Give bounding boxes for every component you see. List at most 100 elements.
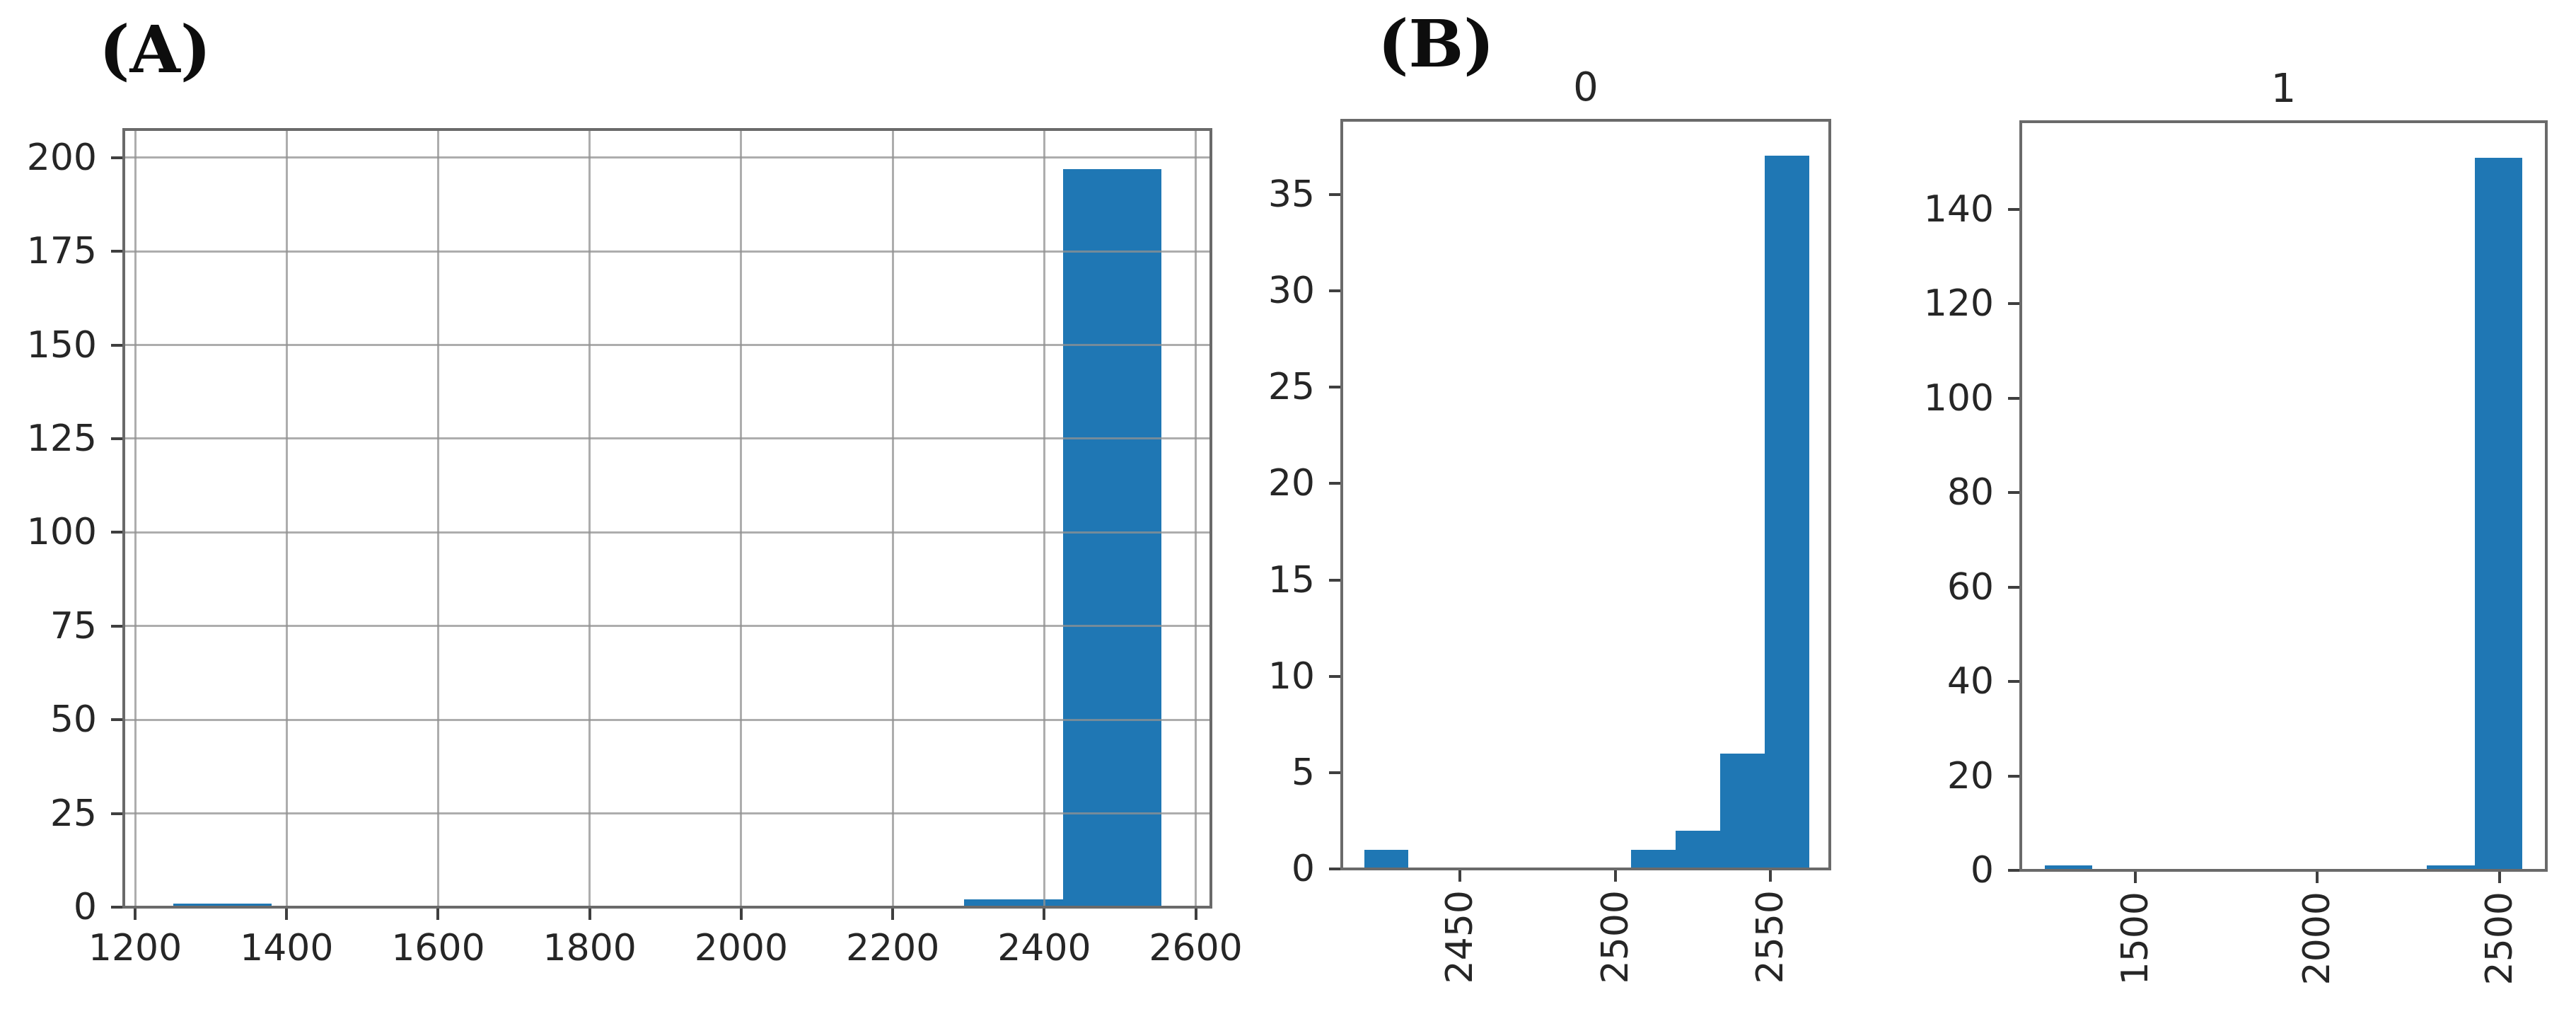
y-axis-tick-label-A: 0 — [73, 886, 97, 928]
gridline-y-A — [124, 718, 1211, 721]
histogram-bar-B0 — [1631, 849, 1676, 869]
gridline-x-A — [436, 129, 439, 907]
y-axis-tick-A — [111, 156, 122, 159]
histogram-bar-B1 — [2474, 157, 2523, 870]
y-axis-tick-label-A: 75 — [50, 604, 97, 647]
panel-a-label: (A) — [99, 11, 211, 88]
panel-title-B1: 1 — [2270, 66, 2297, 112]
x-axis-tick-label-A: 1400 — [240, 927, 334, 969]
x-axis-tick-A — [1043, 909, 1046, 920]
y-axis-tick-label-A: 175 — [26, 230, 97, 273]
gridline-x-A — [285, 129, 288, 907]
x-axis-tick-B0 — [1769, 870, 1773, 882]
y-axis-tick-A — [111, 531, 122, 534]
y-axis-tick-label-A: 200 — [26, 136, 97, 179]
y-axis-tick-B1 — [2008, 208, 2019, 212]
x-axis-tick-label-A: 2000 — [694, 927, 789, 969]
x-axis-tick-B1 — [2498, 872, 2502, 883]
y-axis-tick-label-B0: 20 — [1267, 462, 1315, 505]
panel-b-label: (B) — [1378, 6, 1495, 82]
y-axis-tick-B1 — [2008, 680, 2019, 684]
y-axis-tick-label-A: 100 — [26, 511, 97, 554]
histogram-bar-B1 — [2427, 865, 2475, 870]
y-axis-tick-label-B0: 10 — [1267, 655, 1315, 698]
gridline-y-A — [124, 437, 1211, 440]
x-axis-tick-A — [134, 909, 137, 920]
y-axis-tick-label-B1: 120 — [1923, 282, 1994, 325]
histogram-bar-B0 — [1719, 753, 1765, 869]
x-axis-tick-label-A: 1800 — [543, 927, 637, 969]
gridline-y-A — [124, 625, 1211, 628]
x-axis-tick-label-B1: 2000 — [2296, 892, 2339, 986]
y-axis-tick-A — [111, 812, 122, 815]
gridline-x-A — [1195, 129, 1197, 907]
histogram-bar-B1 — [2044, 865, 2093, 870]
y-axis-tick-B0 — [1329, 386, 1340, 389]
x-axis-tick-label-B0: 2500 — [1594, 890, 1637, 984]
x-axis-tick-label-B0: 2450 — [1439, 890, 1481, 984]
gridline-x-A — [891, 129, 894, 907]
x-axis-tick-B0 — [1613, 870, 1617, 882]
x-axis-tick-label-A: 2200 — [845, 927, 940, 969]
histogram-bar-B0 — [1364, 849, 1409, 869]
histogram-bar-A — [173, 903, 272, 907]
gridline-y-A — [124, 531, 1211, 534]
y-axis-tick-label-B1: 20 — [1946, 754, 1994, 797]
y-axis-tick-label-B1: 140 — [1923, 188, 1994, 231]
gridline-x-A — [588, 129, 591, 907]
x-axis-tick-A — [285, 909, 289, 920]
x-axis-tick-label-A: 1600 — [391, 927, 485, 969]
x-axis-tick-A — [588, 909, 591, 920]
y-axis-tick-B1 — [2008, 491, 2019, 495]
y-axis-tick-B0 — [1329, 674, 1340, 678]
gridline-y-A — [124, 812, 1211, 815]
y-axis-tick-label-B1: 100 — [1923, 376, 1994, 420]
y-axis-tick-B1 — [2008, 302, 2019, 306]
panel-title-B0: 0 — [1573, 64, 1599, 110]
y-axis-tick-label-B1: 60 — [1946, 565, 1994, 609]
y-axis-tick-label-B1: 40 — [1946, 660, 1994, 703]
y-axis-tick-B1 — [2008, 774, 2019, 778]
y-axis-tick-label-B0: 25 — [1267, 366, 1315, 409]
x-axis-tick-A — [891, 909, 895, 920]
y-axis-tick-A — [111, 624, 122, 628]
y-axis-tick-B0 — [1329, 771, 1340, 774]
y-axis-tick-label-B0: 30 — [1267, 270, 1315, 312]
y-axis-tick-B1 — [2008, 869, 2019, 872]
y-axis-tick-B0 — [1329, 868, 1340, 870]
x-axis-tick-label-B1: 1500 — [2113, 892, 2157, 986]
x-axis-tick-A — [1194, 909, 1197, 920]
y-axis-tick-B0 — [1329, 578, 1340, 582]
gridline-y-A — [124, 344, 1211, 347]
x-axis-tick-A — [739, 909, 743, 920]
plot-area-B1 — [2019, 120, 2548, 872]
y-axis-tick-label-B0: 15 — [1267, 558, 1315, 601]
y-axis-tick-label-A: 25 — [50, 792, 97, 835]
y-axis-tick-label-B0: 35 — [1267, 173, 1315, 216]
y-axis-tick-B0 — [1329, 289, 1340, 292]
y-axis-tick-B0 — [1329, 192, 1340, 196]
y-axis-tick-B1 — [2008, 396, 2019, 400]
y-axis-tick-A — [111, 718, 122, 722]
x-axis-tick-B1 — [2133, 872, 2137, 883]
y-axis-tick-A — [111, 343, 122, 347]
histogram-bar-A — [963, 899, 1063, 907]
y-axis-tick-A — [111, 250, 122, 253]
x-axis-tick-A — [436, 909, 440, 920]
y-axis-tick-A — [111, 437, 122, 440]
y-axis-tick-label-B0: 5 — [1291, 751, 1315, 794]
y-axis-tick-label-B0: 0 — [1291, 848, 1315, 890]
gridline-x-A — [1043, 129, 1045, 907]
y-axis-tick-label-A: 50 — [50, 698, 97, 742]
gridline-x-A — [740, 129, 743, 907]
x-axis-tick-label-A: 1200 — [88, 927, 182, 969]
histogram-bar-B0 — [1764, 156, 1809, 869]
x-axis-tick-B1 — [2316, 872, 2319, 883]
y-axis-tick-label-A: 150 — [26, 323, 97, 367]
y-axis-tick-label-A: 125 — [26, 417, 97, 460]
y-axis-tick-label-B1: 80 — [1946, 471, 1994, 514]
x-axis-tick-label-B0: 2550 — [1749, 890, 1792, 984]
x-axis-tick-label-A: 2400 — [997, 927, 1091, 969]
gridline-y-A — [124, 156, 1211, 159]
